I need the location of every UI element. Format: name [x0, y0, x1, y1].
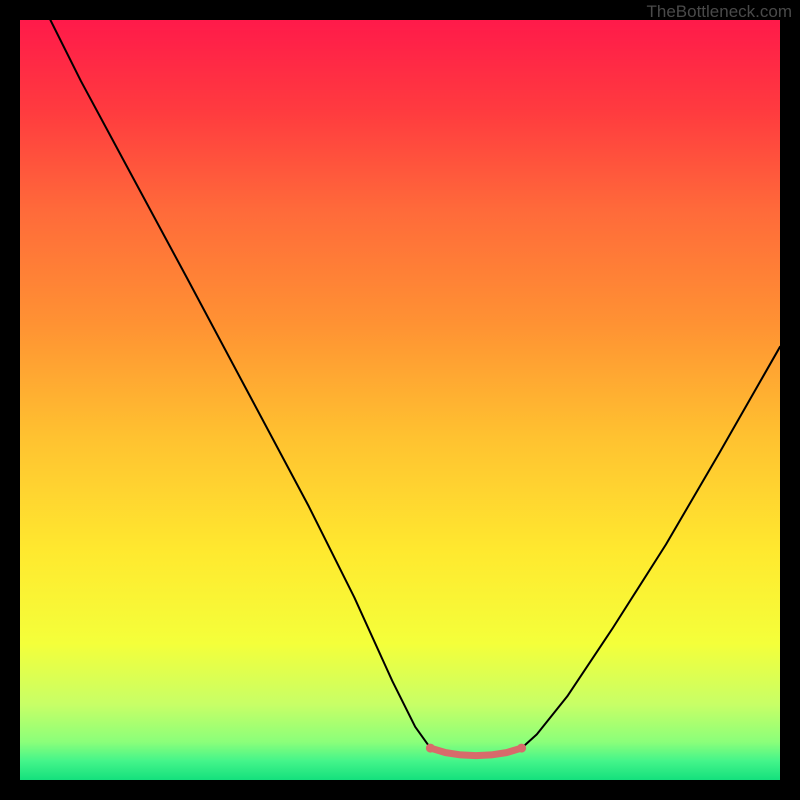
watermark-text: TheBottleneck.com: [646, 2, 792, 22]
flat-endpoint-dot: [517, 744, 526, 753]
gradient-background: [20, 20, 780, 780]
plot-area: [20, 20, 780, 780]
chart-container: TheBottleneck.com: [0, 0, 800, 800]
plot-svg: [20, 20, 780, 780]
flat-endpoint-dot: [426, 744, 435, 753]
